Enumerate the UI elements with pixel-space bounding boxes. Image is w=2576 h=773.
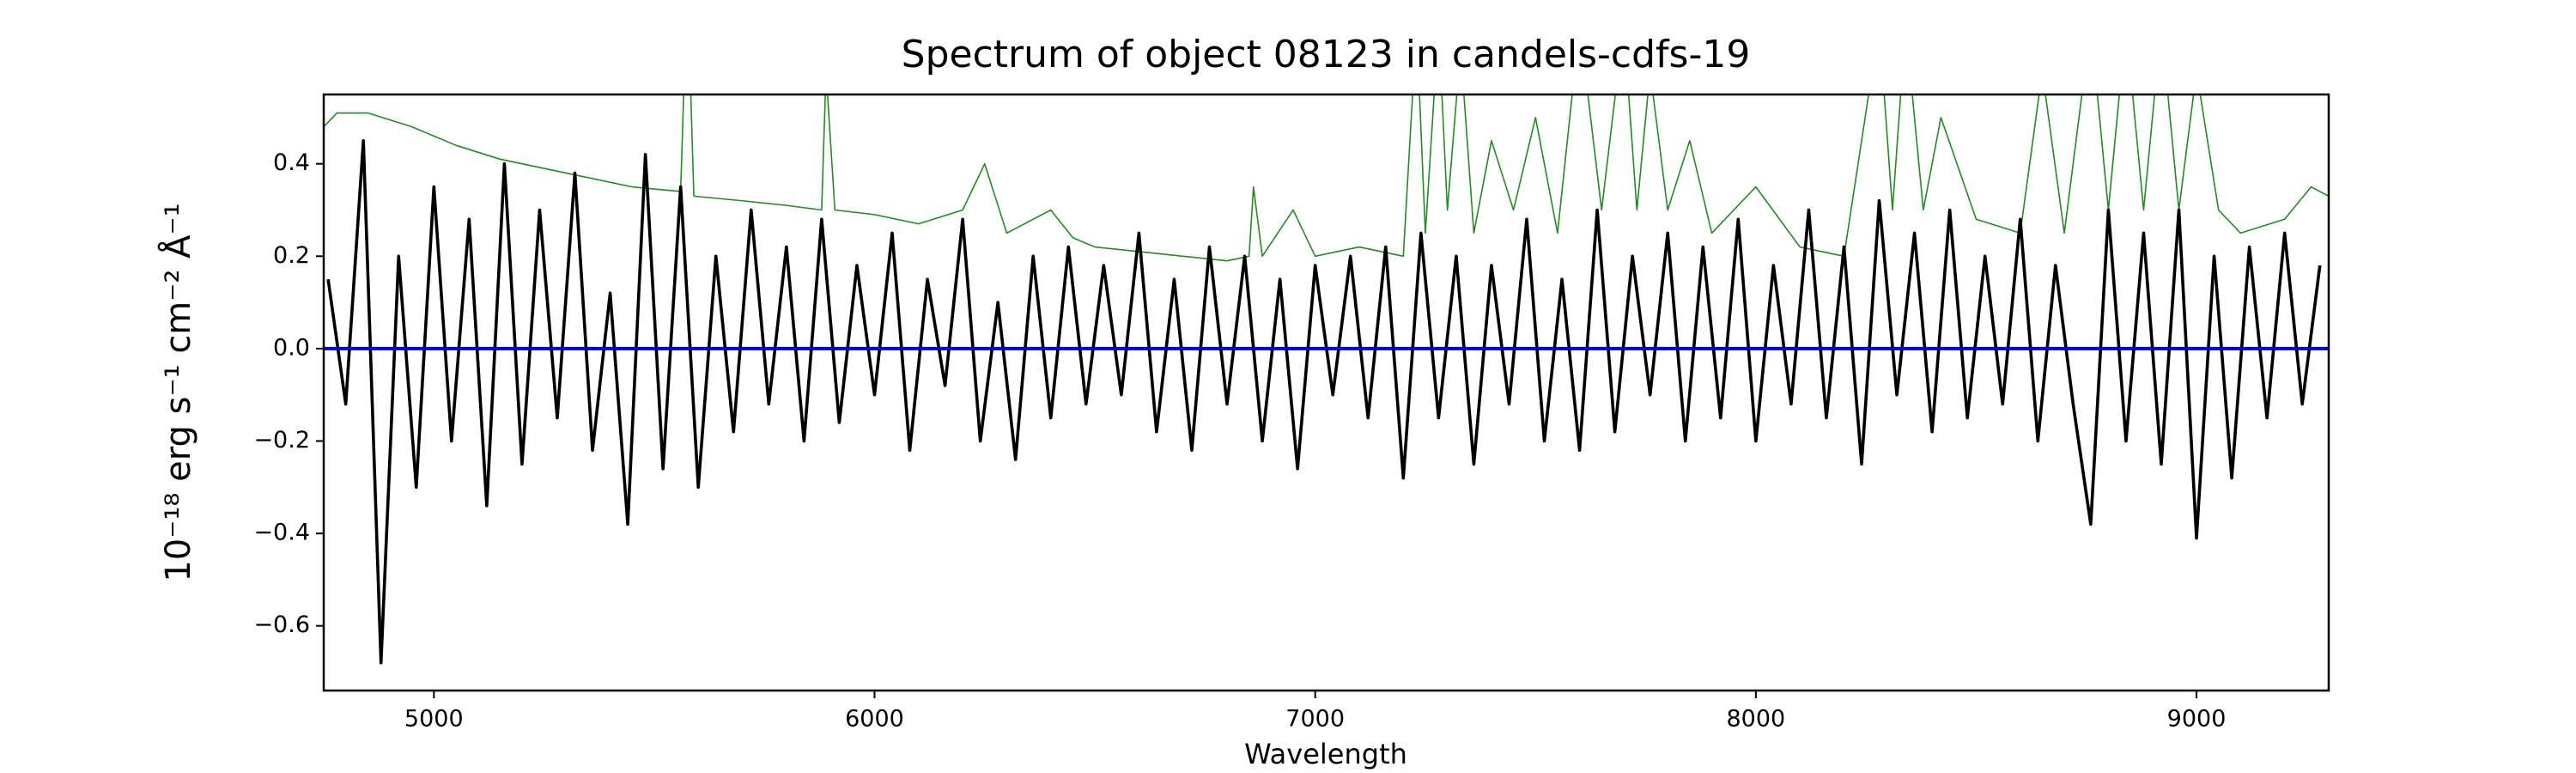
x-tick-label: 8000 [1726,706,1785,733]
y-tick-label: −0.4 [253,520,310,546]
x-tick-label: 7000 [1285,706,1345,733]
y-tick-label: −0.6 [253,612,310,638]
x-axis-label: Wavelength [1244,738,1407,770]
y-tick-label: 0.2 [273,242,310,269]
x-tick-label: 5000 [404,706,464,733]
chart-title: Spectrum of object 08123 in candels-cdfs… [902,33,1751,76]
y-tick-label: −0.2 [253,427,310,453]
series-line [326,139,2322,665]
x-tick-label: 6000 [845,706,904,733]
y-tick-label: 0.0 [273,334,310,361]
series-line [324,94,2329,262]
x-tick-label: 9000 [2167,706,2227,733]
plot-area [324,94,2329,665]
y-axis-label: 10⁻¹⁸ erg s⁻¹ cm⁻² Å⁻¹ [157,203,198,581]
axes-frame [322,93,2330,692]
y-tick-label: 0.4 [273,149,310,176]
